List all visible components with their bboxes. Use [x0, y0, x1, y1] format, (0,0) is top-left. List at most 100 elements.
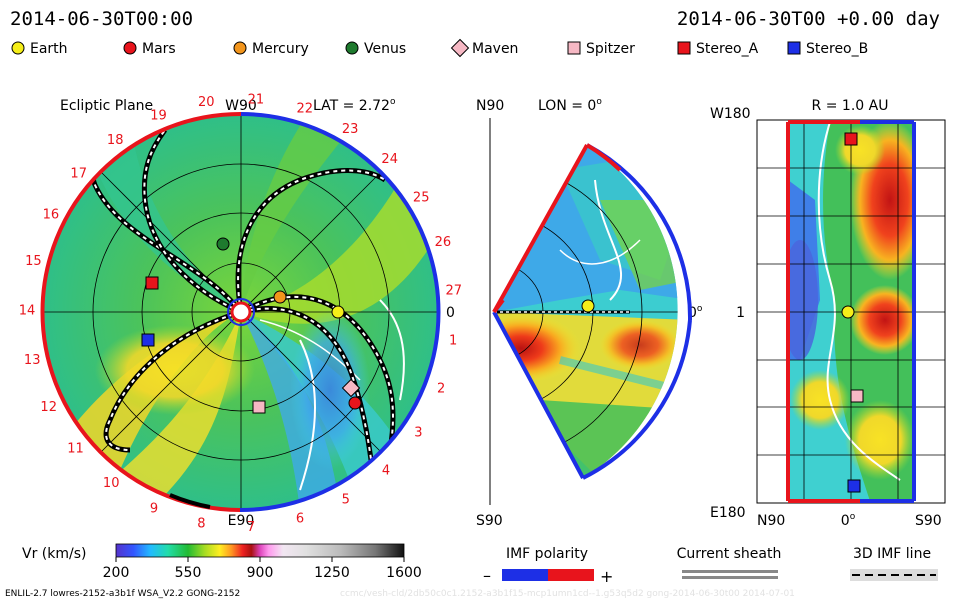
- carrington-label: 3: [414, 426, 422, 441]
- carrington-label: 27: [446, 284, 463, 299]
- ecliptic-right-label: 0: [446, 305, 455, 321]
- radial-panel: R = 1.0 AU W180 E180 1 N90 0o S90: [710, 98, 946, 529]
- colorbar-tick-label: 550: [175, 565, 202, 581]
- ecliptic-lat-text: LAT = 2.72o: [313, 97, 396, 114]
- mercury-legend-icon: [233, 41, 247, 55]
- earth-legend-label: Earth: [30, 41, 68, 57]
- maven-legend-label: Maven: [472, 41, 518, 57]
- imf-positive-swatch: [548, 569, 594, 581]
- carrington-label: 20: [198, 95, 215, 110]
- carrington-label: 15: [25, 254, 42, 269]
- carrington-label: 6: [296, 512, 304, 527]
- carrington-label: 13: [24, 353, 41, 368]
- carrington-label: 19: [150, 109, 167, 124]
- imf-minus-sign: –: [483, 566, 491, 585]
- ecliptic-rim-negative: [239, 112, 441, 513]
- colorbar-label: Vr (km/s): [22, 546, 86, 562]
- radial-spitzer-marker: [850, 389, 864, 403]
- venus-legend-icon: [345, 41, 359, 55]
- spitzer-legend-label: Spitzer: [586, 41, 635, 57]
- maven-legend-icon: [450, 38, 470, 58]
- carrington-label: 16: [43, 208, 60, 223]
- carrington-label: 12: [40, 400, 57, 415]
- stereo-b-legend-icon: [787, 41, 801, 55]
- radial-x-label-s90: S90: [915, 513, 942, 529]
- stereo-a-legend-label: Stereo_A: [696, 41, 759, 57]
- mars-legend-label: Mars: [142, 41, 176, 57]
- radial-bottom-left: E180: [710, 505, 746, 521]
- stereo-a-legend-icon: [677, 41, 691, 55]
- carrington-label: 9: [150, 502, 158, 517]
- radial-x-label-0: 0o: [841, 512, 856, 529]
- carrington-label: 26: [435, 235, 452, 250]
- mercury-legend-label: Mercury: [252, 41, 309, 57]
- carrington-label: 4: [382, 463, 390, 478]
- ecliptic-rim-positive: [40, 111, 242, 512]
- carrington-label: 2: [437, 382, 445, 397]
- colorbar-tick-label: 1250: [314, 565, 350, 581]
- carrington-label: 24: [381, 152, 398, 167]
- carrington-label: 17: [70, 167, 87, 182]
- ecliptic-bottom-label: E90: [228, 513, 255, 529]
- stereo-b-legend-label: Stereo_B: [806, 41, 868, 57]
- carrington-label: 8: [197, 516, 205, 531]
- earth-marker: [331, 305, 345, 319]
- ecliptic-panel: Ecliptic Plane W90 LAT = 2.72o E90 0: [19, 93, 462, 535]
- radial-stereo-b-marker: [847, 479, 861, 493]
- radial-mid-left: 1: [736, 305, 745, 321]
- meridional-right-label: 0o: [688, 304, 703, 321]
- mars-marker: [348, 396, 362, 410]
- spitzer-legend-icon: [567, 41, 581, 55]
- colorbar-tick-label: 1600: [386, 565, 422, 581]
- colorbar: [115, 543, 405, 558]
- radial-x-label-n90: N90: [757, 513, 785, 529]
- radial-earth-marker: [841, 305, 855, 319]
- model-footer: ENLIL-2.7 lowres-2152-a3b1f WSA_V2.2 GON…: [5, 589, 240, 599]
- meridional-top-label: N90: [476, 98, 504, 114]
- venus-legend-label: Venus: [364, 41, 406, 57]
- meridional-lon-text: LON = 0o: [538, 97, 602, 114]
- imf-plus-sign: +: [600, 567, 613, 586]
- stereo-b-marker: [141, 333, 155, 347]
- stereo-a-marker: [145, 276, 159, 290]
- current-sheath-title: Current sheath: [677, 546, 782, 562]
- carrington-label: 1: [449, 333, 457, 348]
- ecliptic-title: Ecliptic Plane: [60, 98, 153, 114]
- radial-stereo-a-marker: [844, 132, 858, 146]
- ecliptic-top-label: W90: [225, 98, 257, 114]
- carrington-label: 18: [107, 133, 124, 148]
- imf-polarity-title: IMF polarity: [506, 546, 588, 562]
- carrington-label: 7: [247, 520, 255, 535]
- imf-line-title: 3D IMF line: [853, 546, 931, 562]
- meridional-bottom-label: S90: [476, 513, 503, 529]
- watermark-footer: ccmc/vesh-cld/2db50c0c1.2152-a3b1f15-mcp…: [340, 589, 795, 599]
- maven-marker: [341, 378, 361, 398]
- earth-legend-icon: [11, 41, 25, 55]
- radial-top-left: W180: [710, 106, 751, 122]
- ecliptic-speed-map: [43, 114, 439, 510]
- header-left-datetime: 2014-06-30T00:00: [10, 8, 193, 30]
- colorbar-tick-label: 200: [103, 565, 130, 581]
- colorbar-tick-label: 900: [247, 565, 274, 581]
- carrington-label: 14: [19, 304, 36, 319]
- imf-negative-swatch: [502, 569, 548, 581]
- current-sheath-swatch: [682, 570, 778, 573]
- carrington-label: 21: [248, 93, 265, 108]
- carrington-label: 25: [413, 191, 430, 206]
- venus-marker: [216, 237, 230, 251]
- mercury-marker: [273, 290, 287, 304]
- meridional-earth-marker: [581, 299, 595, 313]
- header-right-datetime: 2014-06-30T00 +0.00 day: [677, 8, 940, 30]
- spitzer-marker: [252, 400, 266, 414]
- carrington-label: 11: [67, 442, 84, 457]
- carrington-label: 23: [342, 122, 359, 137]
- carrington-label: 10: [103, 476, 120, 491]
- mars-legend-icon: [123, 41, 137, 55]
- carrington-label: 22: [297, 102, 314, 117]
- colorbar-ticks: 200 550 900 1250 1600: [103, 557, 422, 581]
- body-legend: Earth Mars Mercury Venus Maven Spitzer Stereo_…: [11, 38, 868, 58]
- radial-title: R = 1.0 AU: [812, 98, 889, 114]
- carrington-label: 5: [342, 493, 350, 508]
